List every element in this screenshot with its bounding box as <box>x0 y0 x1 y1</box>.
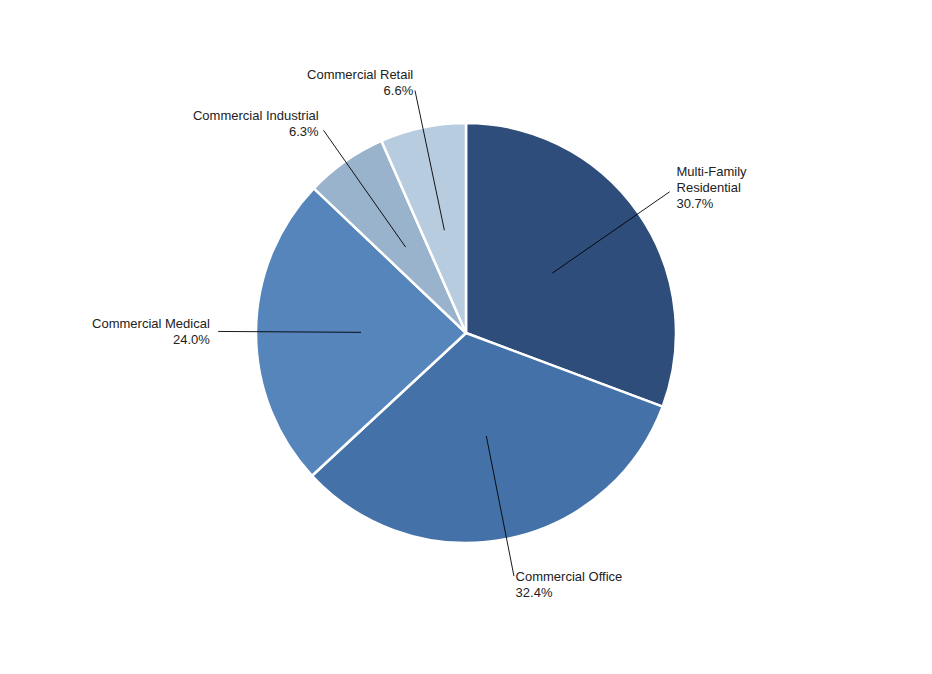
svg-text:Commercial Office32.4%: Commercial Office32.4% <box>516 569 623 600</box>
svg-text:Commercial Industrial6.3%: Commercial Industrial6.3% <box>193 108 319 139</box>
svg-text:Commercial Medical24.0%: Commercial Medical24.0% <box>92 316 210 347</box>
svg-text:Multi-FamilyResidential30.7%: Multi-FamilyResidential30.7% <box>677 164 748 211</box>
svg-text:Commercial Retail6.6%: Commercial Retail6.6% <box>307 67 414 98</box>
